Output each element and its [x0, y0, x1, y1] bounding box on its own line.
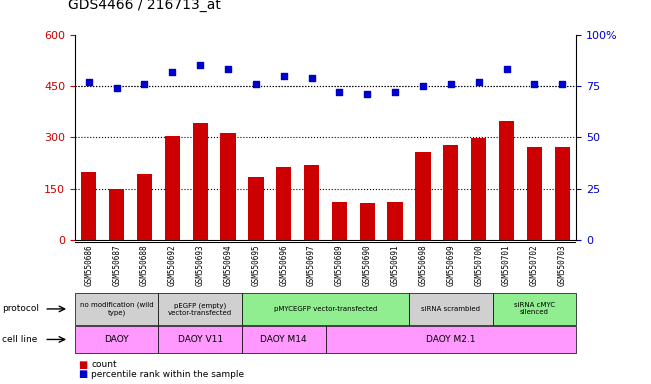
Bar: [165, 136, 180, 240]
Text: no modification (wild
type): no modification (wild type): [80, 302, 154, 316]
Bar: [109, 189, 124, 240]
Point: [501, 66, 512, 73]
Bar: [359, 203, 375, 240]
Bar: [555, 147, 570, 240]
Point: [557, 81, 568, 87]
Text: GSM550702: GSM550702: [530, 245, 539, 286]
Bar: [193, 123, 208, 240]
Point: [111, 85, 122, 91]
Text: GSM550693: GSM550693: [196, 245, 204, 286]
Bar: [387, 202, 403, 240]
Text: siRNA scrambled: siRNA scrambled: [421, 306, 480, 312]
Point: [362, 91, 372, 97]
Bar: [415, 152, 430, 240]
Bar: [276, 167, 292, 240]
Text: DAOY M2.1: DAOY M2.1: [426, 335, 476, 344]
Text: siRNA cMYC
silenced: siRNA cMYC silenced: [514, 303, 555, 315]
Text: GSM550688: GSM550688: [140, 245, 149, 286]
Text: cell line: cell line: [2, 335, 37, 344]
Point: [307, 74, 317, 81]
Bar: [443, 145, 458, 240]
Text: GSM550687: GSM550687: [112, 245, 121, 286]
Text: GSM550696: GSM550696: [279, 245, 288, 286]
Text: GSM550698: GSM550698: [419, 245, 428, 286]
Bar: [332, 202, 347, 240]
Point: [445, 81, 456, 87]
Text: pMYCEGFP vector-transfected: pMYCEGFP vector-transfected: [274, 306, 377, 312]
Text: percentile rank within the sample: percentile rank within the sample: [91, 370, 244, 379]
Point: [279, 73, 289, 79]
Text: protocol: protocol: [2, 305, 39, 313]
Text: GSM550689: GSM550689: [335, 245, 344, 286]
Text: GSM550699: GSM550699: [447, 245, 455, 286]
Text: ■: ■: [78, 369, 87, 379]
Text: ■: ■: [78, 360, 87, 370]
Point: [473, 79, 484, 85]
Bar: [471, 138, 486, 240]
Point: [334, 89, 344, 95]
Bar: [304, 165, 319, 240]
Point: [167, 68, 178, 74]
Point: [529, 81, 540, 87]
Bar: [248, 177, 264, 240]
Text: GSM550700: GSM550700: [474, 245, 483, 286]
Text: GSM550703: GSM550703: [558, 245, 567, 286]
Bar: [221, 133, 236, 240]
Text: GSM550701: GSM550701: [502, 245, 511, 286]
Text: DAOY M14: DAOY M14: [260, 335, 307, 344]
Text: GSM550694: GSM550694: [223, 245, 232, 286]
Text: GDS4466 / 216713_at: GDS4466 / 216713_at: [68, 0, 221, 12]
Point: [195, 62, 206, 68]
Text: GSM550691: GSM550691: [391, 245, 400, 286]
Point: [139, 81, 150, 87]
Text: GSM550697: GSM550697: [307, 245, 316, 286]
Point: [83, 79, 94, 85]
Text: GSM550695: GSM550695: [251, 245, 260, 286]
Point: [418, 83, 428, 89]
Text: DAOY: DAOY: [104, 335, 129, 344]
Point: [223, 66, 233, 73]
Bar: [81, 172, 96, 240]
Text: GSM550690: GSM550690: [363, 245, 372, 286]
Text: count: count: [91, 360, 117, 369]
Text: GSM550686: GSM550686: [84, 245, 93, 286]
Bar: [137, 174, 152, 240]
Text: GSM550692: GSM550692: [168, 245, 177, 286]
Text: DAOY V11: DAOY V11: [178, 335, 223, 344]
Point: [251, 81, 261, 87]
Text: pEGFP (empty)
vector-transfected: pEGFP (empty) vector-transfected: [168, 302, 232, 316]
Point: [390, 89, 400, 95]
Bar: [499, 121, 514, 240]
Bar: [527, 147, 542, 240]
